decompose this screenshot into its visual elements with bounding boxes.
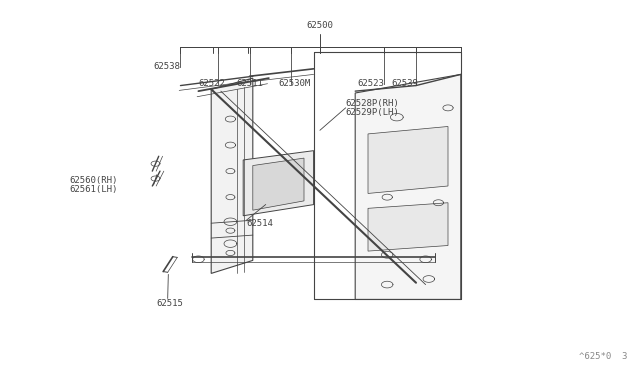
Text: 62560(RH): 62560(RH) — [69, 176, 118, 185]
Text: ^625*0  3: ^625*0 3 — [579, 352, 627, 361]
Text: 62538: 62538 — [154, 62, 180, 71]
Polygon shape — [355, 74, 461, 299]
Text: 62514: 62514 — [246, 219, 273, 228]
Polygon shape — [253, 158, 304, 210]
Text: 62539: 62539 — [392, 79, 419, 88]
Polygon shape — [211, 78, 253, 273]
Polygon shape — [368, 126, 448, 193]
Text: 62523: 62523 — [357, 79, 384, 88]
Text: 62530M: 62530M — [278, 79, 310, 88]
Text: 62515: 62515 — [157, 299, 184, 308]
Text: 62561(LH): 62561(LH) — [69, 185, 118, 194]
Text: 62500: 62500 — [307, 21, 333, 30]
Text: 62528P(RH): 62528P(RH) — [346, 99, 399, 108]
Polygon shape — [243, 151, 314, 216]
Text: 62522: 62522 — [198, 79, 225, 88]
Text: 62529P(LH): 62529P(LH) — [346, 108, 399, 117]
Text: 62511: 62511 — [237, 79, 264, 88]
Polygon shape — [368, 203, 448, 251]
